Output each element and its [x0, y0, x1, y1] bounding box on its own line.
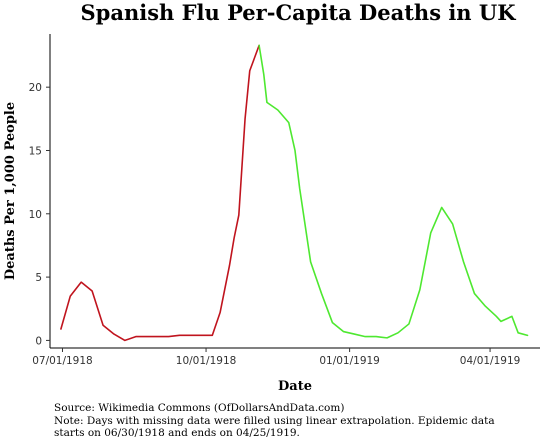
y-axis-title: Deaths Per 1,000 People — [3, 102, 18, 280]
note-line-1: Note: Days with missing data were filled… — [54, 415, 495, 427]
y-tick-label: 15 — [29, 145, 42, 157]
chart-title: Spanish Flu Per-Capita Deaths in UK — [81, 0, 517, 25]
y-tick-label: 20 — [29, 82, 42, 94]
note-line-2: starts on 06/30/1918 and ends on 04/25/1… — [54, 427, 300, 439]
y-tick-label: 10 — [29, 209, 42, 221]
series-layer — [60, 44, 529, 342]
y-axis-ticks: 0 5 10 15 20 — [29, 82, 50, 347]
x-tick-label: 10/01/1918 — [176, 355, 237, 367]
source-note: Source: Wikimedia Commons (OfDollarsAndD… — [54, 402, 344, 414]
x-tick-label: 07/01/1918 — [32, 355, 93, 367]
series-line-green — [258, 44, 529, 339]
x-tick-label: 04/01/1919 — [460, 355, 521, 367]
x-axis-ticks: 07/01/1918 10/01/1918 01/01/1919 04/01/1919 — [32, 348, 520, 367]
y-tick-label: 5 — [35, 272, 42, 284]
series-line-red — [60, 44, 260, 342]
y-tick-label: 0 — [35, 335, 42, 347]
x-tick-label: 01/01/1919 — [319, 355, 380, 367]
x-axis-title: Date — [278, 379, 312, 394]
